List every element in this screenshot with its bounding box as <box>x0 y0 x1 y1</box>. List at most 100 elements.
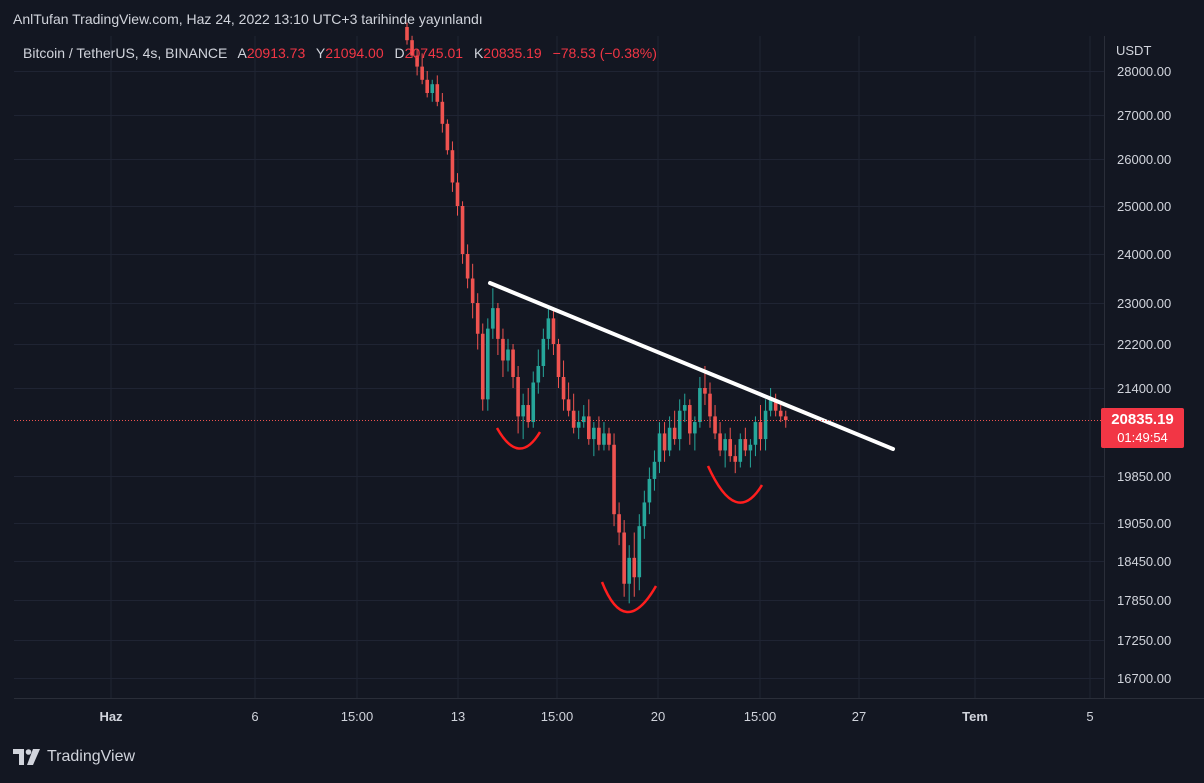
candle-70 <box>758 405 763 451</box>
candle-55 <box>682 393 687 423</box>
candle-body-44 <box>627 557 631 584</box>
candle-body-24 <box>526 405 530 423</box>
last-price-badge: 20835.19 01:49:54 <box>1101 408 1184 448</box>
time-tick-1: 6 <box>251 709 258 724</box>
tradingview-brand: TradingView <box>47 748 136 765</box>
time-tick-2: 15:00 <box>341 709 374 724</box>
candle-33 <box>571 393 576 434</box>
candle-body-22 <box>516 377 520 417</box>
candle-51 <box>662 422 667 462</box>
trendline-layer <box>488 281 895 451</box>
candle-body-69 <box>753 422 758 445</box>
candle-18 <box>496 303 500 355</box>
candle-body-65 <box>733 456 738 462</box>
candle-22 <box>516 366 520 434</box>
candle-body-51 <box>662 433 667 451</box>
price-tick-6: 22200.00 <box>1117 337 1171 352</box>
candle-body-20 <box>506 349 510 361</box>
candle-body-49 <box>652 461 657 479</box>
candle-body-9 <box>450 150 455 183</box>
low-value: 20745.01 <box>404 45 464 61</box>
candle-body-25 <box>531 382 536 423</box>
candle-body-38 <box>597 427 601 445</box>
candle-body-55 <box>682 405 687 411</box>
price-tick-13: 16700.00 <box>1117 671 1171 686</box>
candle-0 <box>405 22 409 45</box>
candle-body-21 <box>511 349 515 377</box>
price-tick-3: 25000.00 <box>1117 199 1171 214</box>
candle-68 <box>748 439 753 468</box>
price-axis: 28000.00 27000.00 26000.00 25000.00 24000.00… <box>1117 64 1171 686</box>
candle-5 <box>430 79 435 102</box>
candle-71 <box>763 399 768 451</box>
candle-74 <box>778 405 783 423</box>
candle-body-0 <box>405 27 409 41</box>
candle-body-50 <box>657 433 662 462</box>
high-value: 21094.00 <box>325 45 384 61</box>
candle-body-45 <box>632 557 637 578</box>
candle-65 <box>733 444 738 474</box>
candle-17 <box>491 288 495 339</box>
price-tick-5: 23000.00 <box>1117 296 1171 311</box>
candle-42 <box>617 502 621 546</box>
tradingview-logo[interactable]: TradingView <box>13 748 135 766</box>
candle-body-13 <box>470 278 475 303</box>
candle-53 <box>672 410 677 445</box>
candle-7 <box>440 93 445 133</box>
candle-31 <box>561 360 566 411</box>
candle-body-27 <box>541 338 546 366</box>
price-tick-9: 19050.00 <box>1117 516 1171 531</box>
candle-body-12 <box>465 254 470 279</box>
candle-63 <box>723 433 727 468</box>
candle-41 <box>612 433 616 527</box>
grid <box>14 36 1204 699</box>
candle-15 <box>480 323 485 411</box>
candle-body-70 <box>758 422 763 440</box>
candle-body-40 <box>607 433 611 445</box>
candle-body-68 <box>748 444 753 451</box>
candle-body-8 <box>445 123 450 151</box>
candle-body-39 <box>602 433 606 445</box>
high-label: Y <box>315 45 326 61</box>
head-arc <box>600 581 658 614</box>
candle-43 <box>622 520 626 597</box>
candle-54 <box>677 399 682 451</box>
candle-13 <box>470 263 475 319</box>
candle-8 <box>445 119 450 155</box>
price-tick-4: 24000.00 <box>1117 247 1171 262</box>
candle-52 <box>667 416 672 457</box>
candle-body-17 <box>491 308 495 329</box>
candle-body-47 <box>642 502 647 527</box>
candle-body-56 <box>688 405 692 434</box>
candle-75 <box>783 410 788 428</box>
candle-16 <box>486 318 490 411</box>
candle-56 <box>688 399 692 445</box>
symbol-name: Bitcoin / TetherUS, 4s, BINANCE <box>23 45 228 61</box>
candle-12 <box>465 244 470 289</box>
candle-9 <box>450 141 455 192</box>
candle-body-11 <box>460 206 465 254</box>
candle-27 <box>541 328 546 377</box>
candle-body-53 <box>672 427 677 440</box>
candle-20 <box>506 338 510 372</box>
candle-body-2 <box>415 55 419 67</box>
candle-14 <box>475 293 480 350</box>
candle-body-23 <box>521 405 525 417</box>
candle-36 <box>587 399 591 445</box>
candle-64 <box>728 427 732 462</box>
price-tick-11: 17850.00 <box>1117 593 1171 608</box>
low-label: D <box>394 45 405 61</box>
candle-2 <box>415 49 419 76</box>
right-shoulder-arc <box>706 465 764 504</box>
candle-body-72 <box>768 399 773 411</box>
time-tick-5: 20 <box>651 709 665 724</box>
trendline <box>488 281 895 451</box>
candle-body-1 <box>410 40 414 56</box>
candles <box>405 22 788 604</box>
candle-3 <box>420 53 424 85</box>
candle-body-37 <box>592 427 596 440</box>
candle-body-35 <box>581 416 586 423</box>
candle-body-74 <box>778 410 783 417</box>
